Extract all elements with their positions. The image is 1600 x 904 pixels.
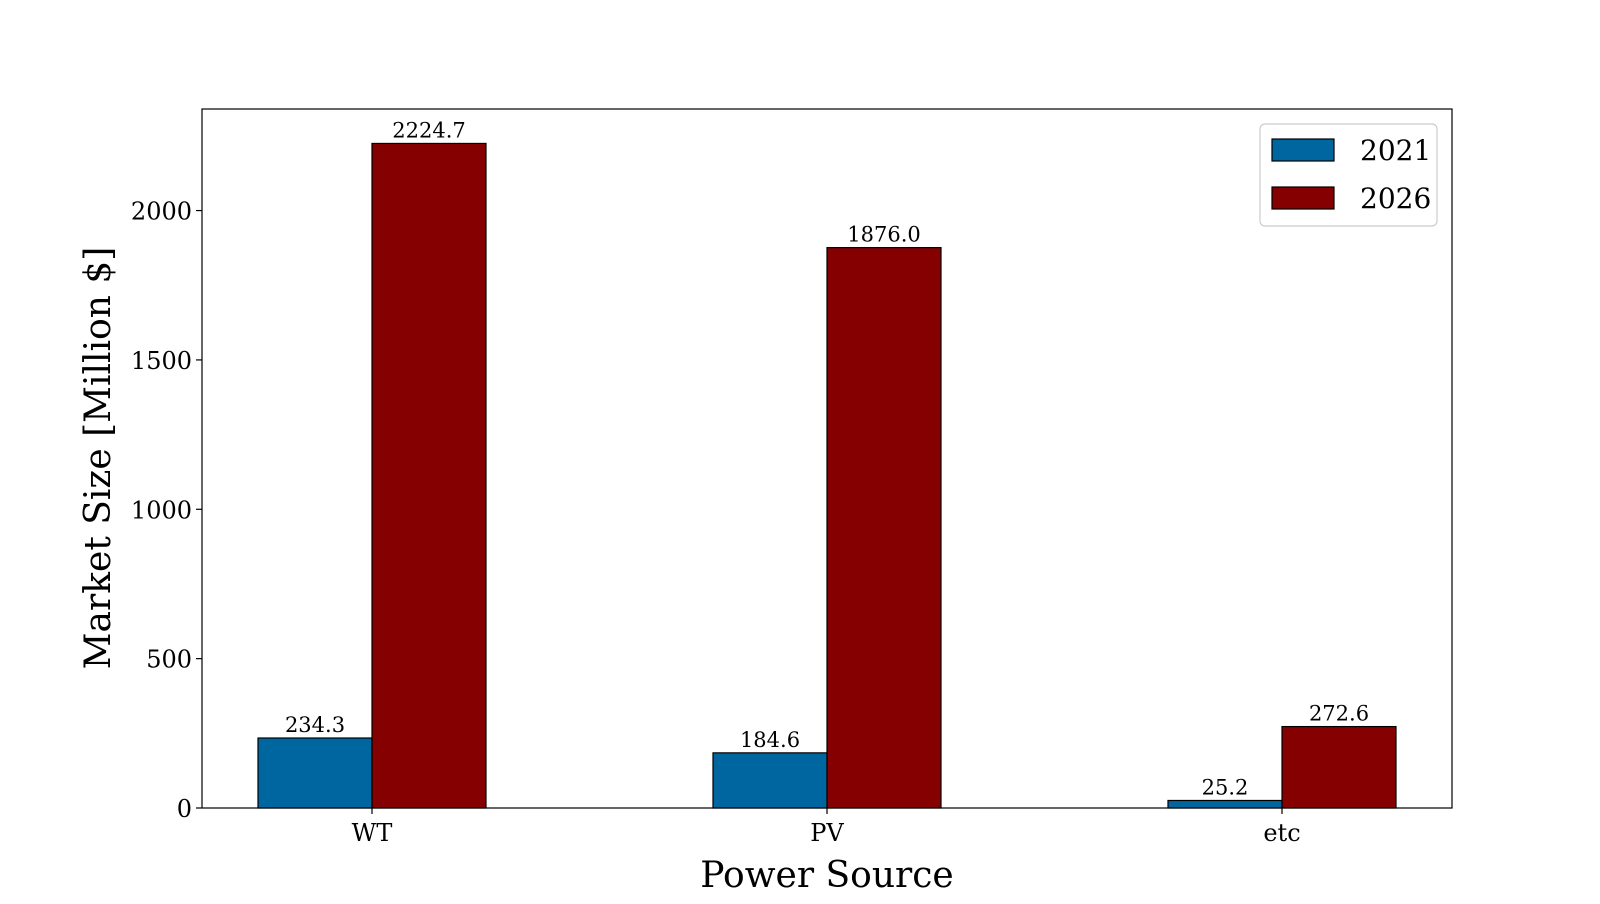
legend: 2021 2026 xyxy=(1259,123,1438,227)
y-tick-label: 1500 xyxy=(131,347,192,375)
bars-layer: 234.3 2224.7 184.6 1876.0 25.2 272.6 xyxy=(257,118,1397,809)
legend-swatch-2021 xyxy=(1271,138,1335,162)
data-label-2021-WT: 234.3 xyxy=(285,713,345,737)
data-label-2026-WT: 2224.7 xyxy=(392,118,465,142)
bar-2021-PV xyxy=(712,752,828,809)
x-axis-title: Power Source xyxy=(700,855,953,896)
x-tick-label: WT xyxy=(352,819,393,847)
bar-2026-PV xyxy=(826,247,942,809)
bar-2026-etc xyxy=(1281,725,1397,809)
data-label-2026-PV: 1876.0 xyxy=(847,223,920,247)
y-tick-label: 2000 xyxy=(131,198,192,226)
y-axis-title: Market Size [Million $] xyxy=(78,247,119,670)
data-label-2021-PV: 184.6 xyxy=(740,728,800,752)
bar-2021-etc xyxy=(1167,799,1283,809)
y-tick-label: 0 xyxy=(177,795,192,823)
bar-2026-WT xyxy=(371,142,487,809)
y-axis: 0 500 1000 1500 2000 xyxy=(131,198,202,823)
data-label-2021-etc: 25.2 xyxy=(1202,775,1249,799)
x-tick-label: PV xyxy=(810,819,844,847)
y-tick-label: 1000 xyxy=(131,496,192,524)
bar-2021-WT xyxy=(257,737,373,809)
x-tick-label: etc xyxy=(1263,819,1300,847)
x-axis: WT PV etc xyxy=(352,808,1301,847)
legend-swatch-2026 xyxy=(1271,186,1335,210)
y-tick-label: 500 xyxy=(146,646,192,674)
legend-label-2021: 2021 xyxy=(1360,134,1431,167)
legend-label-2026: 2026 xyxy=(1360,182,1431,215)
data-label-2026-etc: 272.6 xyxy=(1309,702,1369,726)
